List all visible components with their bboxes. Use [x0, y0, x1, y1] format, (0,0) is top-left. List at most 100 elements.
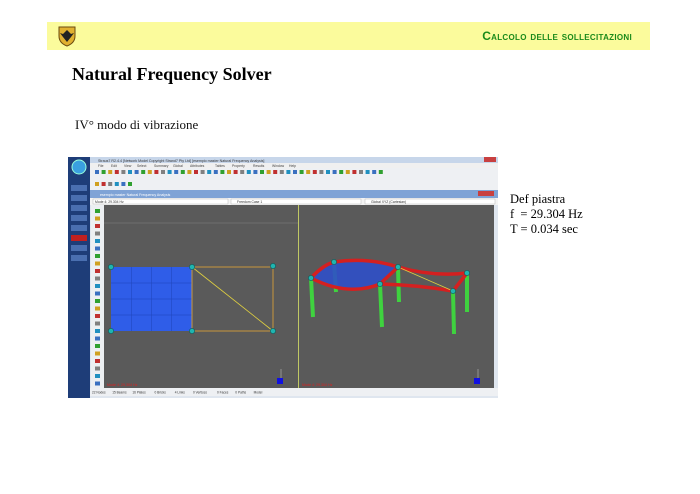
toolbar-button[interactable] [266, 170, 271, 174]
toolbar-button[interactable] [121, 170, 126, 174]
toolbar-button[interactable] [213, 170, 218, 174]
toolbar-button[interactable] [128, 170, 132, 174]
tool-button[interactable] [95, 254, 100, 258]
toolbar-button[interactable] [227, 170, 231, 174]
toolbar-button[interactable] [306, 170, 311, 174]
toolbar-button[interactable] [339, 170, 344, 174]
tool-button[interactable] [95, 336, 100, 341]
toolbar-button[interactable] [240, 170, 245, 174]
toolbar-button[interactable] [167, 170, 172, 174]
node-marker[interactable] [270, 328, 276, 334]
menu-item[interactable]: Attributes [190, 164, 205, 168]
tool-button[interactable] [95, 381, 100, 386]
toolbar-button[interactable] [378, 170, 383, 174]
toolbar-button[interactable] [101, 182, 106, 186]
toolbar-button[interactable] [312, 170, 317, 174]
node-marker[interactable] [108, 328, 114, 334]
toolbar-button[interactable] [147, 170, 152, 174]
toolbar-button[interactable] [372, 170, 377, 174]
freedom-case-select[interactable] [230, 198, 362, 205]
toolbar-button[interactable] [253, 170, 258, 174]
toolbar-button[interactable] [101, 170, 106, 174]
node-marker[interactable] [377, 281, 383, 287]
tool-button[interactable] [95, 299, 100, 303]
toolbar-button[interactable] [326, 170, 330, 174]
tool-button[interactable] [95, 329, 100, 333]
menu-item[interactable]: Select [137, 164, 146, 168]
tool-button[interactable] [95, 344, 100, 348]
tool-button[interactable] [95, 209, 100, 213]
toolbar-button[interactable] [293, 170, 297, 174]
node-marker[interactable] [189, 328, 195, 334]
menu-item[interactable]: Results [253, 164, 265, 168]
tool-button[interactable] [95, 246, 100, 251]
tool-button[interactable] [95, 276, 100, 281]
child-close-button[interactable] [478, 191, 494, 196]
viewport-right[interactable] [299, 205, 494, 388]
toolbar-button[interactable] [319, 170, 324, 174]
toolbar-button[interactable] [154, 170, 159, 174]
tool-button[interactable] [95, 291, 100, 296]
node-marker[interactable] [395, 264, 401, 270]
toolbar-button[interactable] [207, 170, 212, 174]
toolbar-button[interactable] [194, 170, 198, 174]
menu-item[interactable]: Global [173, 164, 183, 168]
toolbar-button[interactable] [114, 182, 119, 186]
menu-item[interactable]: Property [232, 164, 245, 168]
toolbar-button[interactable] [279, 170, 284, 174]
tool-button[interactable] [95, 314, 100, 318]
menu-item[interactable]: File [98, 164, 104, 168]
toolbar-button[interactable] [134, 170, 139, 174]
toolbar-button[interactable] [174, 170, 179, 174]
toolbar-button[interactable] [273, 170, 278, 174]
toolbar-button[interactable] [128, 182, 132, 186]
toolbar-button[interactable] [141, 170, 146, 174]
node-marker[interactable] [189, 264, 195, 270]
toolbar-button[interactable] [108, 170, 113, 174]
menu-item[interactable]: Edit [111, 164, 117, 168]
toolbar-button[interactable] [352, 170, 357, 174]
toolbar-button[interactable] [180, 170, 185, 174]
toolbar-button[interactable] [299, 170, 304, 174]
tool-button[interactable] [95, 231, 100, 236]
toolbar-button[interactable] [359, 170, 363, 174]
tool-button[interactable] [95, 359, 100, 363]
toolbar-button[interactable] [260, 170, 264, 174]
tool-button[interactable] [95, 366, 100, 371]
toolbar-button[interactable] [332, 170, 337, 174]
tool-button[interactable] [95, 306, 100, 311]
node-marker[interactable] [108, 264, 114, 270]
toolbar-button[interactable] [108, 182, 113, 186]
mode-select[interactable] [92, 198, 229, 205]
toolbar-button[interactable] [286, 170, 291, 174]
toolbar-button[interactable] [200, 170, 205, 174]
windows-start-icon[interactable] [71, 159, 87, 175]
tool-button[interactable] [95, 224, 100, 228]
menu-item[interactable]: Help [289, 164, 296, 168]
toolbar-button[interactable] [114, 170, 119, 174]
menu-item[interactable]: Tables [215, 164, 225, 168]
toolbar-button[interactable] [246, 170, 251, 174]
toolbar-button[interactable] [345, 170, 350, 174]
toolbar-button[interactable] [161, 170, 165, 174]
tool-button[interactable] [95, 351, 100, 356]
tool-button[interactable] [95, 269, 100, 273]
toolbar-button[interactable] [187, 170, 192, 174]
tool-button[interactable] [95, 216, 100, 221]
node-marker[interactable] [464, 270, 470, 276]
toolbar-button[interactable] [220, 170, 225, 174]
close-button[interactable] [484, 157, 496, 162]
tool-button[interactable] [95, 261, 100, 266]
toolbar-button[interactable] [365, 170, 370, 174]
tool-button[interactable] [95, 239, 100, 243]
node-marker[interactable] [331, 259, 337, 265]
menu-item[interactable]: Window [272, 164, 285, 168]
node-marker[interactable] [450, 288, 456, 294]
coordinate-system-select[interactable] [364, 198, 496, 205]
tool-button[interactable] [95, 284, 100, 288]
node-marker[interactable] [270, 263, 276, 269]
toolbar-button[interactable] [95, 170, 99, 174]
toolbar-button[interactable] [121, 182, 126, 186]
menu-item[interactable]: Summary [154, 164, 169, 168]
node-marker[interactable] [308, 275, 314, 281]
